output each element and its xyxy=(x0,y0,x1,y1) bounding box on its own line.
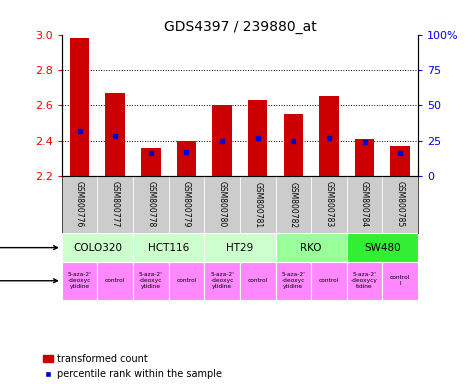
Text: GSM800785: GSM800785 xyxy=(396,182,405,228)
Bar xyxy=(62,262,97,300)
Text: control: control xyxy=(176,278,197,283)
Text: 5-aza-2'
-deoxycy
tidine: 5-aza-2' -deoxycy tidine xyxy=(351,273,378,289)
Bar xyxy=(97,262,133,300)
Bar xyxy=(276,233,347,262)
Text: GSM800780: GSM800780 xyxy=(218,182,227,228)
Bar xyxy=(311,176,347,233)
Bar xyxy=(276,262,311,300)
Text: control: control xyxy=(247,278,268,283)
Text: HCT116: HCT116 xyxy=(148,243,189,253)
Bar xyxy=(240,262,276,300)
Bar xyxy=(62,233,133,262)
Bar xyxy=(347,176,382,233)
Bar xyxy=(105,93,125,176)
Bar xyxy=(133,233,204,262)
Text: COLO320: COLO320 xyxy=(73,243,122,253)
Text: GSM800781: GSM800781 xyxy=(253,182,262,228)
Text: control: control xyxy=(105,278,125,283)
Text: GSM800784: GSM800784 xyxy=(360,182,369,228)
Text: 5-aza-2'
-deoxyc
ytidine: 5-aza-2' -deoxyc ytidine xyxy=(281,273,305,289)
Bar xyxy=(204,176,240,233)
Bar xyxy=(169,262,204,300)
Bar xyxy=(347,262,382,300)
Text: GSM800777: GSM800777 xyxy=(111,181,120,228)
Bar xyxy=(97,176,133,233)
Text: RKO: RKO xyxy=(300,243,322,253)
Bar xyxy=(319,96,339,176)
Bar xyxy=(204,233,276,262)
Text: GSM800778: GSM800778 xyxy=(146,182,155,228)
Text: SW480: SW480 xyxy=(364,243,401,253)
Text: GSM800779: GSM800779 xyxy=(182,181,191,228)
Bar xyxy=(276,176,311,233)
Bar xyxy=(204,262,240,300)
Bar xyxy=(177,141,196,176)
Bar xyxy=(382,176,418,233)
Text: 5-aza-2'
-deoxyc
ytidine: 5-aza-2' -deoxyc ytidine xyxy=(67,273,92,289)
Bar xyxy=(169,176,204,233)
Bar xyxy=(62,176,97,233)
Bar xyxy=(347,233,418,262)
Text: cell line: cell line xyxy=(0,243,57,253)
Bar xyxy=(240,176,276,233)
Text: control
l: control l xyxy=(390,275,410,286)
Bar xyxy=(141,147,161,176)
Text: agent: agent xyxy=(0,276,57,286)
Bar xyxy=(355,139,374,176)
Bar xyxy=(284,114,303,176)
Text: GSM800776: GSM800776 xyxy=(75,181,84,228)
Bar xyxy=(382,262,418,300)
Text: 5-aza-2'
-deoxyc
ytidine: 5-aza-2' -deoxyc ytidine xyxy=(210,273,234,289)
Bar xyxy=(133,176,169,233)
Text: control: control xyxy=(319,278,339,283)
Bar xyxy=(311,262,347,300)
Bar xyxy=(133,262,169,300)
Legend: transformed count, percentile rank within the sample: transformed count, percentile rank withi… xyxy=(43,354,222,379)
Text: 5-aza-2'
-deoxyc
ytidine: 5-aza-2' -deoxyc ytidine xyxy=(139,273,163,289)
Bar xyxy=(212,105,232,176)
Title: GDS4397 / 239880_at: GDS4397 / 239880_at xyxy=(163,20,316,33)
Text: GSM800783: GSM800783 xyxy=(324,182,333,228)
Bar xyxy=(248,100,267,176)
Bar xyxy=(390,146,410,176)
Text: GSM800782: GSM800782 xyxy=(289,182,298,228)
Bar xyxy=(70,38,89,176)
Text: HT29: HT29 xyxy=(226,243,254,253)
